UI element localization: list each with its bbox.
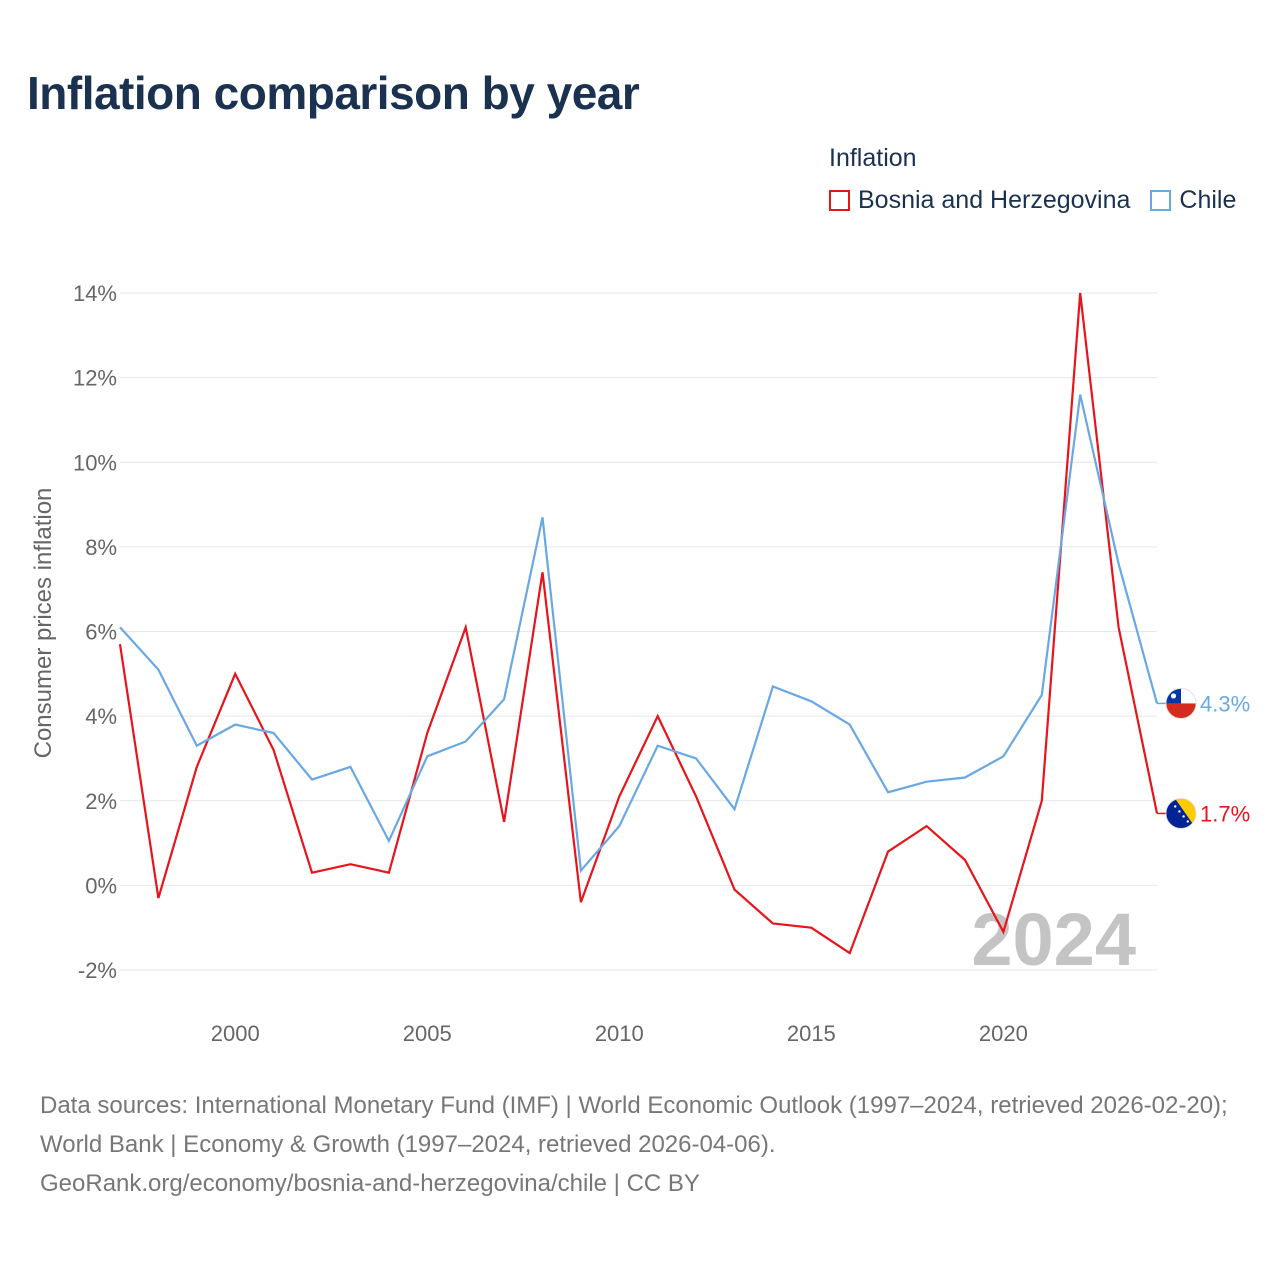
legend-item-chile[interactable]: Chile: [1150, 186, 1236, 215]
legend-label-chile: Chile: [1179, 186, 1237, 214]
bosnia-flag-icon: [1165, 798, 1197, 829]
legend-label-bosnia: Bosnia and Herzegovina: [858, 186, 1131, 214]
chile-flag-icon: [1165, 688, 1197, 719]
y-tick-label: 2%: [85, 789, 117, 814]
y-tick-label: 14%: [73, 281, 117, 306]
gridlines: [120, 292, 1157, 971]
end-value-label-chile: 4.3%: [1200, 691, 1250, 716]
y-tick-label: 10%: [73, 450, 117, 475]
series-line-bosnia-and-herzegovina[interactable]: [118, 292, 1159, 955]
legend: Bosnia and Herzegovina Chile: [829, 186, 1236, 215]
y-tick-label: 8%: [85, 535, 117, 560]
legend-swatch-chile: [1150, 190, 1172, 211]
y-tick-label: 0%: [85, 873, 117, 898]
y-tick-label: -2%: [78, 958, 117, 983]
line-chart: -2%0%2%4%6%8%10%12%14% 2000 2005 2010 2015 2…: [30, 281, 1250, 1046]
y-tick-label: 6%: [85, 620, 117, 645]
y-axis-ticks: -2% 0% 2% 4% 6% 8% 10% 12% 14%: [73, 281, 117, 983]
footer-sources: Data sources: International Monetary Fun…: [40, 1092, 1228, 1158]
x-tick-label: 2000: [211, 1021, 260, 1046]
x-tick-label: 2005: [403, 1021, 452, 1046]
year-watermark: 2024: [971, 898, 1136, 981]
end-markers: 1.7% 4.3%: [1157, 688, 1250, 829]
footer-link[interactable]: GeoRank.org/economy/bosnia-and-herzegovi…: [40, 1170, 700, 1197]
series-line-chile[interactable]: [119, 394, 1159, 874]
legend-item-bosnia[interactable]: Bosnia and Herzegovina: [829, 186, 1130, 215]
y-axis-label: Consumer prices inflation: [30, 488, 57, 759]
x-axis-ticks: 2000 2005 2010 2015 2020: [211, 1021, 1028, 1046]
series-lines: [118, 292, 1159, 955]
chart-title: Inflation comparison by year: [27, 67, 640, 119]
legend-title: Inflation: [829, 144, 917, 172]
x-tick-label: 2020: [979, 1021, 1028, 1046]
x-tick-label: 2010: [595, 1021, 644, 1046]
footer: Data sources: International Monetary Fun…: [40, 1086, 1250, 1203]
end-value-label-bosnia-and-herzegovina: 1.7%: [1200, 801, 1250, 826]
x-tick-label: 2015: [787, 1021, 836, 1046]
y-tick-label: 4%: [85, 704, 117, 729]
y-tick-label: 12%: [73, 366, 117, 391]
legend-swatch-bosnia: [829, 190, 850, 211]
